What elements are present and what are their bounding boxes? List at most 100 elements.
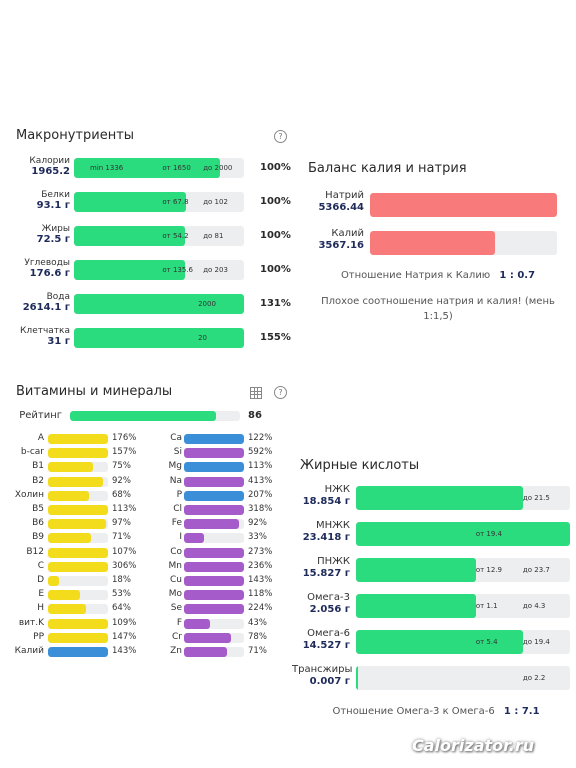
vitamin-bar	[184, 561, 244, 572]
macro-bar: от 54.2 до 81	[74, 226, 244, 246]
vitamin-bar	[184, 448, 244, 459]
fat-to: до 4.3	[522, 602, 546, 610]
fat-name: Трансжиры	[292, 664, 353, 675]
fat-bar: от 5.4 до 19.4	[356, 630, 570, 654]
vitamin-pct: 71%	[248, 646, 267, 656]
vitamin-pct: 113%	[112, 504, 137, 514]
vitamin-bar-fill	[184, 561, 244, 572]
vitamin-name: Mo	[168, 589, 182, 600]
vitamin-bar	[184, 476, 244, 487]
vitamin-bar-fill	[48, 490, 89, 501]
macro-norm: 20	[198, 334, 208, 342]
balance-bar-fill	[370, 231, 496, 255]
vitamin-bar-fill	[184, 462, 244, 473]
macro-pct: 155%	[260, 332, 291, 343]
vitamin-name: Na	[169, 475, 182, 486]
vitamin-bar-fill	[48, 604, 87, 615]
vitamin-name: Cr	[172, 631, 182, 642]
vitamin-pct: 236%	[248, 560, 273, 571]
balance-ratio-value: 1 : 0.7	[499, 270, 536, 281]
macro-name: Вода	[46, 292, 70, 302]
vitamin-bar-fill	[184, 490, 244, 501]
vitamin-bar-fill	[184, 434, 244, 444]
vitamin-bar	[48, 505, 108, 515]
fat-from: от 1.1	[475, 602, 498, 610]
macro-name: Углеводы	[24, 258, 70, 268]
vitamin-bar-fill	[48, 618, 108, 629]
vitamin-bar-fill	[184, 632, 231, 643]
vitamin-bar	[48, 434, 108, 444]
vitamin-bar-fill	[184, 590, 244, 601]
vitamin-pct: 273%	[248, 546, 273, 557]
vitamin-bar	[184, 604, 244, 615]
macro-pct: 100%	[260, 196, 291, 207]
fat-bar-fill	[356, 666, 358, 690]
macro-name: Белки	[41, 190, 70, 200]
vitamin-bar	[184, 533, 244, 544]
vitamin-pct: 157%	[112, 447, 137, 458]
macros-title: Макронутриенты	[16, 128, 135, 143]
vitamin-bar	[48, 647, 108, 657]
macro-bar: от 135.6 до 203	[74, 260, 244, 280]
fats-ratio: Отношение Омега-3 к Омега-6 1 : 7.1	[296, 706, 576, 717]
vitamin-bar-fill	[184, 505, 244, 515]
macro-bar: 2000	[74, 294, 244, 314]
macro-bar-fill	[74, 328, 244, 348]
macro-to: до 2000	[203, 164, 233, 172]
macro-bar-fill	[74, 192, 187, 212]
vitamin-bar-fill	[184, 448, 244, 459]
balance-name: Калий	[331, 228, 364, 239]
balance-note-line1: Плохое соотношение натрия и калия! (мень	[321, 296, 555, 307]
vitamin-name: вит.K	[18, 617, 44, 628]
vitamin-bar	[48, 533, 108, 544]
question-icon[interactable]: ?	[274, 386, 287, 399]
vitamin-pct: 306%	[112, 560, 137, 571]
balance-value: 5366.44	[318, 202, 364, 213]
fat-value: 23.418 г	[302, 532, 350, 543]
fat-bar-fill	[356, 594, 476, 618]
fat-to: до 19.4	[522, 638, 550, 646]
vitamin-pct: 92%	[112, 475, 131, 486]
vitamin-bar	[48, 490, 108, 501]
vitamin-name: Калий	[14, 646, 44, 656]
question-icon[interactable]: ?	[274, 130, 287, 143]
vitamin-name: Ca	[170, 433, 182, 443]
vitamin-name: Fe	[171, 518, 182, 529]
vitamin-pct: 78%	[248, 631, 267, 642]
vitamin-bar	[184, 618, 244, 629]
vitamin-name: Mn	[168, 560, 182, 571]
vitamin-bar	[184, 590, 244, 601]
vitamin-bar-fill	[48, 632, 108, 643]
macro-name: Жиры	[41, 224, 70, 234]
fat-bar: от 19.4	[356, 522, 570, 546]
vitamin-pct: 592%	[248, 447, 273, 458]
table-icon[interactable]	[250, 387, 262, 399]
fat-value: 18.854 г	[302, 496, 350, 507]
macro-from: от 135.6	[162, 266, 194, 274]
vitamin-bar-fill	[48, 647, 108, 657]
vitamin-pct: 64%	[112, 603, 131, 614]
fat-name: Омега-6	[307, 628, 350, 639]
fat-value: 2.056 г	[309, 604, 350, 615]
macro-bar-fill	[74, 294, 244, 314]
vitamin-bar	[184, 434, 244, 444]
macro-value: 93.1 г	[36, 200, 70, 211]
vitamin-name: I	[179, 532, 182, 543]
vitamin-name: A	[37, 433, 44, 443]
vitamin-bar-fill	[48, 434, 108, 444]
vitamin-bar-fill	[48, 519, 107, 530]
vitamin-pct: 75%	[112, 461, 131, 472]
vitamin-name: Mg	[168, 461, 182, 472]
vitamin-name: B5	[32, 504, 44, 514]
vitamin-bar	[48, 632, 108, 643]
watermark: Calorizator.ru	[412, 736, 535, 755]
vitamin-name: F	[176, 617, 182, 628]
fat-from: от 12.9	[475, 566, 502, 574]
vitamin-name: Si	[173, 447, 182, 458]
fat-name: ПНЖК	[317, 556, 350, 567]
vitamin-name: Холин	[14, 489, 44, 500]
vitamin-bar	[48, 604, 108, 615]
fat-bar-fill	[356, 522, 570, 546]
macro-min: min 1336	[90, 164, 124, 172]
macro-value: 31 г	[47, 336, 70, 347]
